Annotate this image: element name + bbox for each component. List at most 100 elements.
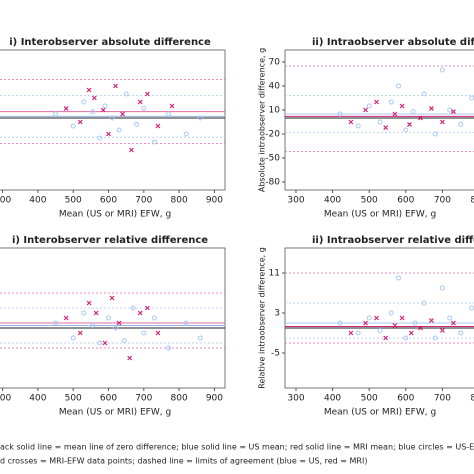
x-tick-label: 800 xyxy=(470,196,474,206)
x-tick-label: 500 xyxy=(65,394,82,404)
data-point xyxy=(77,119,83,125)
y-axis-label: Absolute intraobserver difference, g xyxy=(258,48,267,192)
data-point xyxy=(429,105,434,111)
data-point xyxy=(141,105,147,111)
data-point xyxy=(439,328,445,333)
data-point xyxy=(388,99,394,105)
x-axis-label: Mean (US or MRI) EFW, g xyxy=(324,408,436,418)
data-point xyxy=(120,111,126,117)
data-point xyxy=(374,315,379,321)
data-point xyxy=(151,315,157,321)
panel-title: ii) Intraobserver absolute difference xyxy=(312,37,474,48)
data-point xyxy=(100,107,106,113)
plot-frame xyxy=(0,247,226,389)
data-point xyxy=(86,87,92,93)
data-point xyxy=(407,121,412,127)
x-tick-label: 800 xyxy=(470,394,474,404)
plot-frame xyxy=(284,247,474,389)
data-point xyxy=(383,125,389,131)
data-point xyxy=(123,91,129,97)
data-point xyxy=(399,315,405,321)
x-tick-label: 500 xyxy=(65,196,82,206)
y-tick-label: -50 xyxy=(265,154,280,164)
x-axis-label: Mean (US or MRI) EFW, g xyxy=(59,210,171,220)
data-point xyxy=(121,338,127,343)
data-point xyxy=(363,320,368,326)
data-point xyxy=(106,131,111,137)
y-tick-label: -20 xyxy=(265,130,280,140)
data-point xyxy=(155,123,161,129)
panel-title: i) Interobserver relative difference xyxy=(12,235,208,246)
data-point xyxy=(113,83,118,89)
data-point xyxy=(408,330,414,336)
data-point xyxy=(141,330,147,336)
data-point xyxy=(81,99,87,105)
data-point xyxy=(86,300,92,306)
data-point xyxy=(116,320,122,326)
data-point xyxy=(90,109,96,115)
x-tick-label: 600 xyxy=(397,196,414,206)
panel-title: i) Interobserver absolute difference xyxy=(9,37,211,48)
data-point xyxy=(166,111,172,117)
data-point xyxy=(127,355,133,361)
data-point xyxy=(77,330,83,336)
data-point xyxy=(183,320,189,326)
data-point xyxy=(134,121,140,127)
data-point xyxy=(458,121,464,127)
data-point xyxy=(410,109,416,115)
data-point xyxy=(421,91,427,97)
y-axis-label: Relative intraobserver difference, g xyxy=(258,247,267,389)
x-tick-label: 900 xyxy=(206,394,223,404)
data-point xyxy=(109,115,115,121)
data-point xyxy=(109,295,115,301)
data-point xyxy=(355,123,361,129)
data-point xyxy=(70,335,76,341)
data-point xyxy=(144,305,150,311)
data-point xyxy=(63,315,69,321)
data-point xyxy=(183,131,189,137)
x-tick-label: 400 xyxy=(29,394,46,404)
x-tick-label: 600 xyxy=(100,196,117,206)
data-point xyxy=(458,330,464,336)
caption: ack solid line = mean line of zero diffe… xyxy=(0,443,474,452)
data-point xyxy=(102,103,108,109)
data-point xyxy=(97,135,103,141)
data-point xyxy=(469,95,474,101)
x-axis-label: Mean (US or MRI) EFW, g xyxy=(324,210,436,220)
data-point xyxy=(355,330,361,336)
data-point xyxy=(399,103,405,109)
data-point xyxy=(366,103,372,109)
data-point xyxy=(392,111,398,117)
data-point xyxy=(363,107,368,113)
data-point xyxy=(403,335,409,341)
data-point xyxy=(337,111,343,117)
data-point xyxy=(377,119,383,125)
x-tick-label: 900 xyxy=(206,196,223,206)
data-point xyxy=(383,335,389,341)
x-tick-label: 300 xyxy=(287,196,304,206)
y-tick-label: -5 xyxy=(271,349,280,359)
data-point xyxy=(116,127,122,133)
x-tick-label: 700 xyxy=(434,394,451,404)
data-point xyxy=(137,310,143,316)
data-point xyxy=(197,115,203,121)
data-point xyxy=(447,315,453,321)
data-point xyxy=(412,320,418,326)
x-tick-label: 400 xyxy=(324,196,341,206)
data-point xyxy=(70,123,76,129)
data-point xyxy=(377,328,383,333)
data-point xyxy=(102,340,108,346)
x-tick-label: 600 xyxy=(100,394,117,404)
data-point xyxy=(439,67,445,73)
panel-title: ii) Intraobserver relative difference xyxy=(312,235,474,246)
data-point xyxy=(106,315,111,321)
x-tick-label: 400 xyxy=(324,394,341,404)
data-point xyxy=(429,318,434,323)
plot-frame xyxy=(284,49,474,191)
data-point xyxy=(469,305,474,311)
y-tick-label: -80 xyxy=(265,178,280,188)
x-tick-label: 800 xyxy=(171,394,188,404)
x-tick-label: 500 xyxy=(361,394,378,404)
